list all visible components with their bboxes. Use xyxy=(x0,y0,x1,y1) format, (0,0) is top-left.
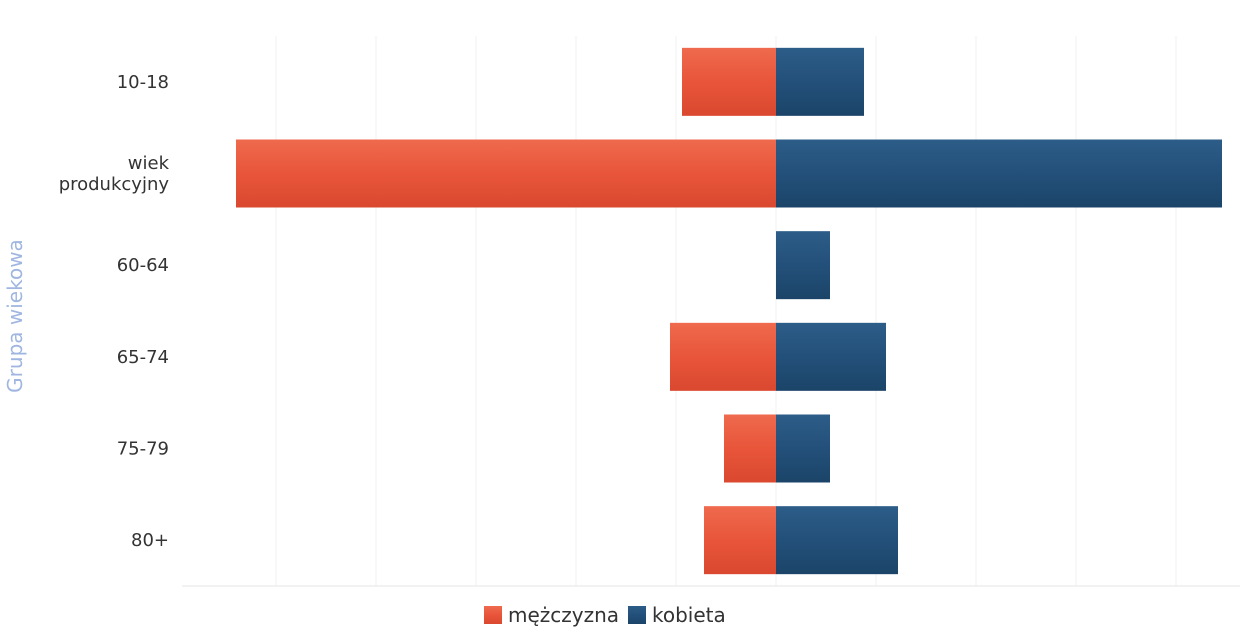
legend-swatch xyxy=(628,606,646,624)
bar-mezczyzna xyxy=(724,414,776,483)
bar-kobieta xyxy=(776,414,830,483)
category-label: 65-74 xyxy=(117,347,169,368)
bar-kobieta xyxy=(776,231,830,300)
legend-swatch xyxy=(484,606,502,624)
category-label: 75-79 xyxy=(117,439,169,460)
legend-label: kobieta xyxy=(652,603,726,627)
bar-kobieta xyxy=(776,139,1222,208)
category-labels: 10-18 wiek produkcyjny 60-64 65-74 75-79 80+ xyxy=(59,72,170,551)
category-label: 10-18 xyxy=(117,72,169,93)
category-label: 80+ xyxy=(131,530,169,551)
legend: mężczyzna kobieta xyxy=(484,603,726,627)
bar-mezczyzna xyxy=(704,506,776,575)
y-axis-title: Grupa wiekowa xyxy=(3,239,27,393)
bars xyxy=(236,47,1222,575)
category-label: 60-64 xyxy=(117,255,169,276)
bar-mezczyzna xyxy=(682,47,776,116)
legend-label: mężczyzna xyxy=(508,603,619,627)
bar-mezczyzna xyxy=(236,139,776,208)
grid-lines xyxy=(182,36,1240,587)
bar-kobieta xyxy=(776,506,898,575)
bar-kobieta xyxy=(776,47,864,116)
category-label: wiek produkcyjny xyxy=(59,153,170,195)
bar-kobieta xyxy=(776,322,886,391)
bar-mezczyzna xyxy=(670,322,776,391)
